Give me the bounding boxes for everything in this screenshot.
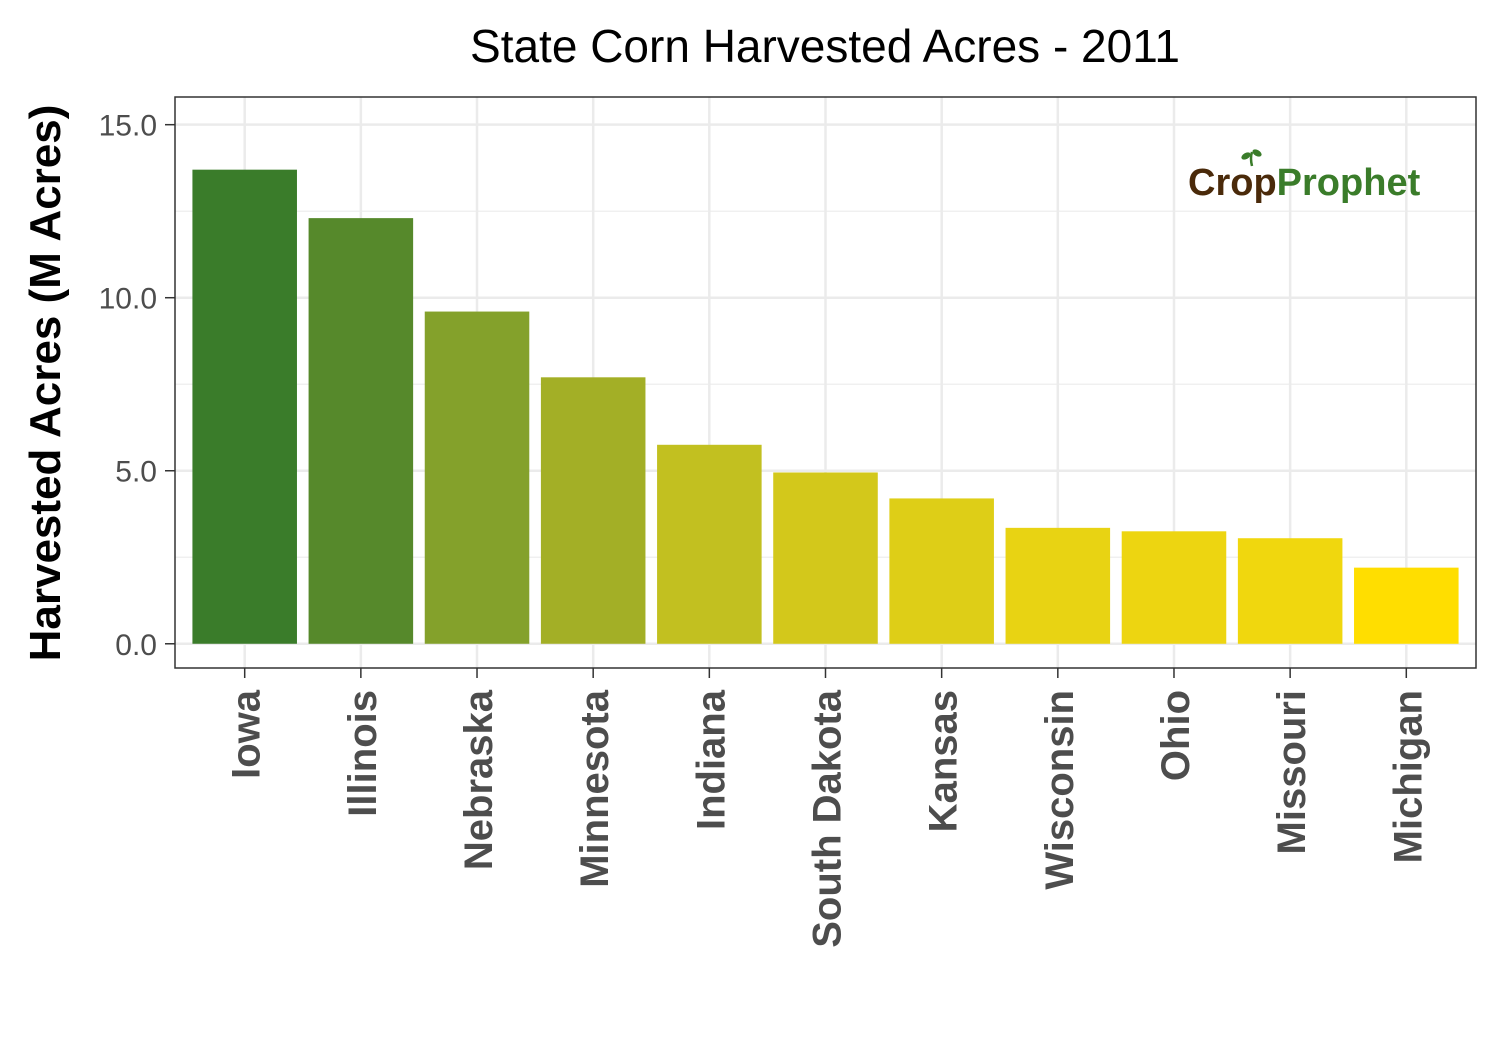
x-tick-label: Iowa [225,689,269,779]
y-tick-label: 0.0 [115,629,157,662]
logo-text-prophet: Prophet [1277,162,1421,204]
bar-kansas [889,498,994,644]
logo-text-crop-start: Cr [1188,162,1230,204]
chart-title: State Corn Harvested Acres - 2011 [470,20,1180,72]
bar-nebraska [424,311,530,644]
logo-text-o: o [1230,162,1253,204]
x-tick-label: Wisconsin [1038,690,1082,890]
bar-wisconsin [1005,527,1111,644]
x-tick-label: Kansas [922,690,966,832]
y-tick-label: 10.0 [99,283,157,316]
bar-michigan [1354,567,1459,644]
y-axis-label: Harvested Acres (M Acres) [21,105,70,662]
bar-iowa [192,169,297,644]
bar-ohio [1121,531,1227,644]
bar-missouri [1237,538,1343,644]
x-tick-label: Minnesota [573,689,617,888]
bar-indiana [657,444,762,644]
sprout-icon [1241,149,1262,167]
logo-text-crop-end: p [1253,162,1276,204]
svg-text:CropProphet: CropProphet [1188,162,1421,204]
x-tick-label: Michigan [1386,690,1430,863]
x-tick-label: Illinois [341,690,385,817]
x-tick-label: Indiana [689,689,733,830]
bar-minnesota [540,377,646,644]
bar-illinois [308,218,414,644]
cropprophet-logo: CropProphet [1188,149,1421,204]
x-tick-label: Missouri [1270,690,1314,854]
y-axis: 0.0 5.0 10.0 15.0 [99,110,175,662]
x-tick-label: Nebraska [457,689,501,870]
x-tick-label: Ohio [1154,690,1198,781]
bars [192,169,1459,644]
y-tick-label: 15.0 [99,110,157,143]
bar-south-dakota [773,472,878,644]
x-axis: Iowa Illinois Nebraska Minnesota Indiana Sout… [225,668,1430,948]
x-tick-label: South Dakota [806,689,850,948]
y-tick-label: 5.0 [115,456,157,489]
